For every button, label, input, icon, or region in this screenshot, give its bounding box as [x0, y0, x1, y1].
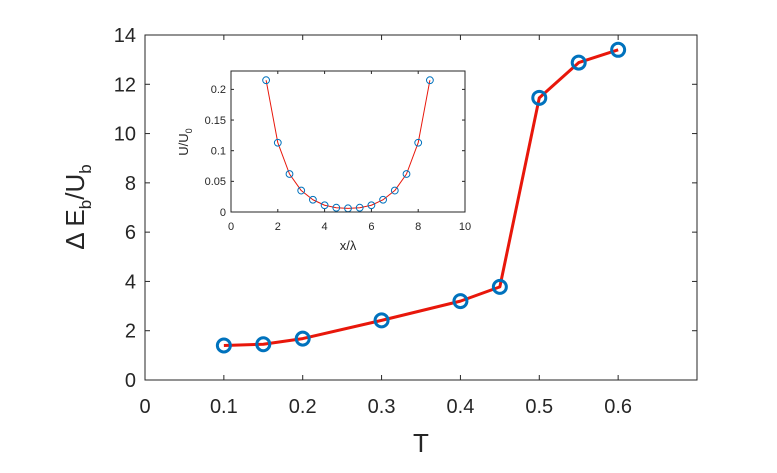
main-ylabel-prefix: Δ E: [60, 209, 90, 250]
main-xtick-label: 0: [139, 396, 150, 418]
main-xtick-label: 0.3: [368, 396, 396, 418]
inset-data-point: [297, 186, 306, 195]
main-data-point: [610, 41, 627, 58]
main-tick-labels: 0 0.1 0.2 0.3 0.4 0.5 0.6 0 2 4 6 8 10 12 14: [114, 25, 632, 418]
main-ylabel-mid: /U: [60, 174, 90, 200]
main-ytick-label: 2: [125, 321, 136, 343]
main-data-point: [491, 278, 508, 295]
inset-data-point: [414, 138, 423, 147]
main-data-point: [294, 330, 311, 347]
main-ytick-label: 8: [125, 173, 136, 195]
inset-ylabel: U/U0: [176, 128, 194, 155]
inset-data-point: [367, 201, 376, 210]
inset-data-point: [309, 195, 317, 204]
main-series: [215, 41, 627, 354]
inset-xtick-label: 8: [415, 221, 421, 233]
inset-axes-frame: [230, 70, 466, 213]
main-ytick-label: 0: [125, 370, 136, 392]
inset-xlabel: x/λ: [340, 238, 357, 253]
inset-data-point: [379, 195, 388, 204]
main-ylabel: Δ Eb/Ub: [60, 164, 95, 249]
inset-data-point: [426, 76, 434, 85]
inset-ytick-label: 0.05: [205, 176, 226, 188]
inset-ytick-label: 0.15: [205, 115, 226, 127]
inset-data-point: [320, 201, 329, 210]
inset-series: [262, 76, 434, 213]
inset-xtick-label: 10: [459, 221, 471, 233]
main-xtick-label: 0.5: [525, 396, 553, 418]
main-ytick-label: 10: [114, 124, 136, 146]
main-data-point: [570, 54, 587, 71]
inset-ylabel-main: U/U: [176, 133, 191, 155]
main-xtick-label: 0.2: [289, 396, 317, 418]
inset-data-point: [285, 170, 294, 178]
main-ytick-label: 4: [125, 271, 136, 293]
main-ticks: [144, 34, 697, 381]
inset-ytick-label: 0: [220, 207, 226, 219]
main-xlabel: T: [413, 428, 429, 458]
main-xtick-label: 0.1: [210, 396, 238, 418]
inset-ticks: [230, 71, 466, 213]
inset-xlabel-greek: λ: [350, 238, 357, 253]
inset-data-point: [390, 186, 399, 195]
main-data-point: [531, 89, 548, 106]
main-ytick-label: 6: [125, 222, 136, 244]
inset-ytick-label: 0.1: [211, 146, 226, 158]
main-data-point: [373, 312, 390, 329]
inset-xtick-label: 2: [275, 221, 281, 233]
inset-tick-labels: 0 2 4 6 8 10 0 0.05 0.1 0.15 0.2: [205, 84, 472, 233]
inset-data-point: [402, 170, 411, 178]
main-xtick-label: 0.4: [447, 396, 475, 418]
main-axes-frame: [144, 34, 698, 381]
main-xtick-label: 0.6: [604, 396, 632, 418]
main-ytick-label: 12: [114, 74, 136, 96]
main-data-point: [452, 293, 469, 310]
inset-data-point: [262, 76, 271, 85]
inset-data-point: [355, 203, 364, 212]
inset-ylabel-sub: 0: [184, 128, 194, 133]
main-data-point: [255, 336, 272, 353]
inset-series-line: [265, 80, 431, 209]
main-ylabel-sub2: b: [76, 164, 95, 173]
main-data-point: [215, 337, 232, 354]
inset-data-point: [332, 203, 341, 212]
inset-xtick-label: 6: [368, 221, 374, 233]
inset-data-point: [273, 138, 282, 147]
inset-ytick-label: 0.2: [211, 84, 226, 96]
inset-xtick-label: 0: [228, 221, 234, 233]
main-series-line: [223, 48, 619, 347]
inset-background: [231, 71, 465, 212]
main-ytick-label: 14: [114, 25, 136, 47]
inset-xlabel-main: x/: [340, 238, 351, 253]
inset-xtick-label: 4: [322, 221, 328, 233]
main-ylabel-sub1: b: [76, 200, 95, 209]
